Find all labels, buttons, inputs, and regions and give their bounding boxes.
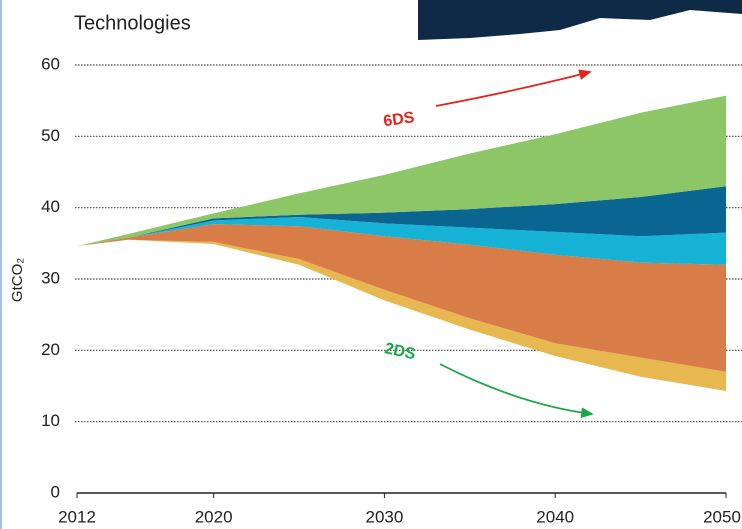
annotation: 6DS [382, 109, 416, 130]
annotation: 2DS [383, 340, 417, 363]
x-tick-label: 2030 [366, 507, 404, 526]
x-tick-label: 2012 [58, 507, 96, 526]
chart: Technologies GtCO₂ 010203040506020122020… [0, 0, 742, 529]
corner-image [418, 0, 742, 40]
y-tick-label: 60 [41, 54, 60, 73]
y-tick-label: 30 [41, 268, 60, 287]
arrow-6ds [436, 72, 590, 106]
y-tick-label: 10 [41, 411, 60, 430]
y-tick-label: 50 [41, 126, 60, 145]
chart-title: Technologies [74, 12, 191, 34]
arrow-2ds [440, 364, 592, 414]
x-tick-label: 2040 [536, 507, 574, 526]
y-axis-label: GtCO₂ [9, 258, 26, 302]
y-tick-label: 40 [41, 197, 60, 216]
x-tick-label: 2020 [195, 507, 233, 526]
y-tick-label: 20 [41, 340, 60, 359]
y-tick-label: 0 [51, 482, 60, 501]
x-tick-label: 2050 [703, 507, 741, 526]
